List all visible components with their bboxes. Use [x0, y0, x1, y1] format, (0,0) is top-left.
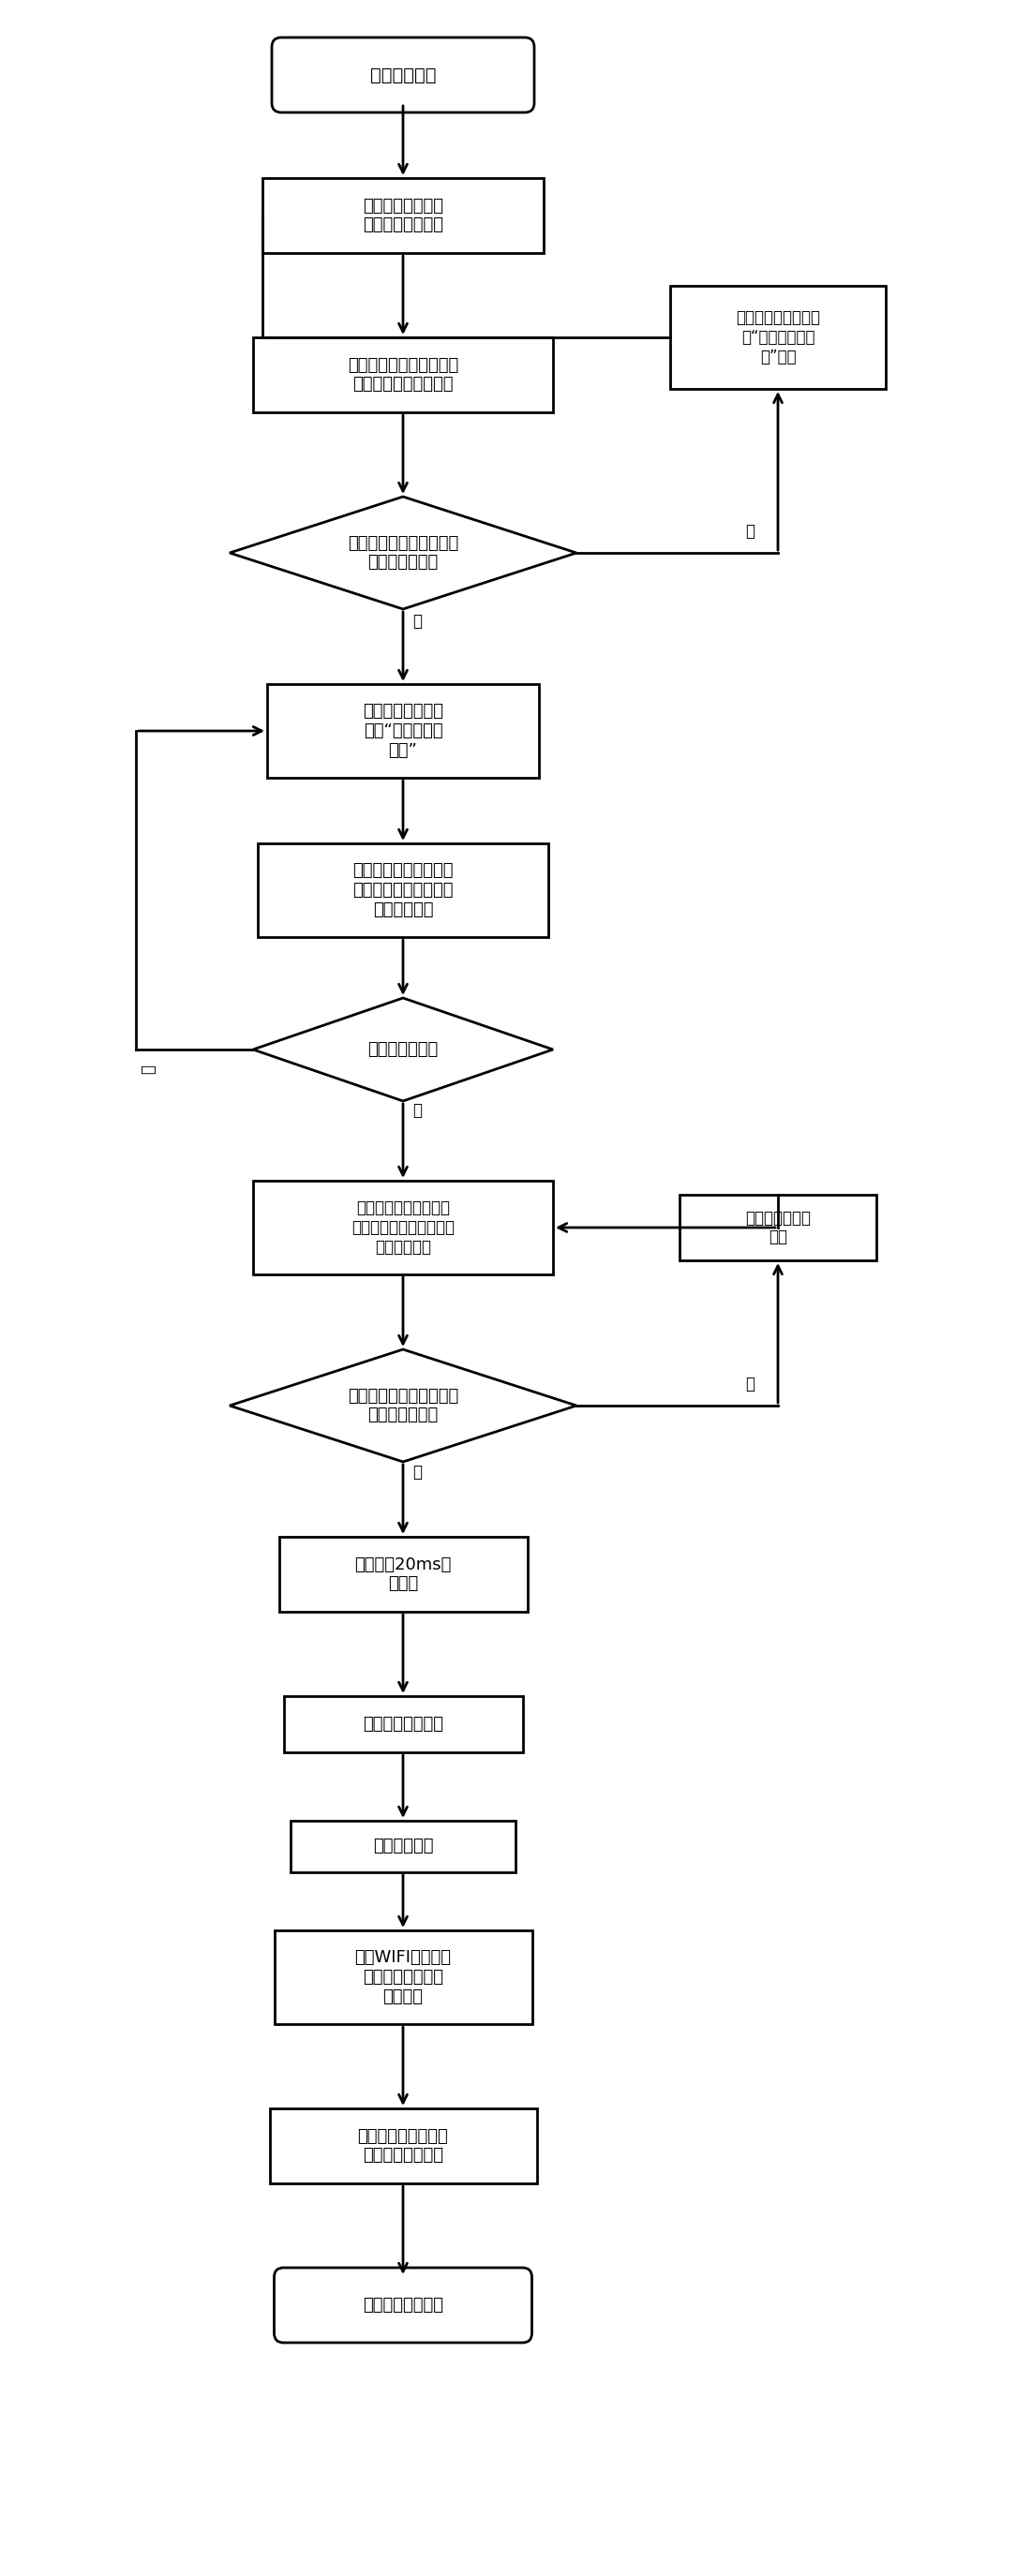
- Text: 局部放电定位完成: 局部放电定位完成: [363, 2298, 443, 2313]
- Text: 向地面便携计算机发
送“未发现局部放
电”信息: 向地面便携计算机发 送“未发现局部放 电”信息: [736, 309, 820, 366]
- Bar: [258, 842, 549, 938]
- Text: 进行多次20ms数
据采样: 进行多次20ms数 据采样: [355, 1556, 451, 1592]
- Text: 否: 否: [139, 1064, 156, 1074]
- Text: 保持无人机处于悬停状
态，超声传感器和电线传
感器正对线路: 保持无人机处于悬停状 态，超声传感器和电线传 感器正对线路: [352, 1200, 454, 1255]
- Bar: [253, 337, 553, 412]
- Bar: [283, 1695, 522, 1752]
- Text: 无人机是否悬停: 无人机是否悬停: [368, 1041, 438, 1059]
- Bar: [671, 286, 886, 389]
- Text: 判断任意传感器检测値是
否超过设定阈値: 判断任意传感器检测値是 否超过设定阈値: [347, 536, 458, 572]
- Text: 工作人员视情况利用地
面便携计算机向无人机
发出悬停指令: 工作人员视情况利用地 面便携计算机向无人机 发出悬停指令: [353, 863, 453, 917]
- Text: 否: 否: [745, 523, 755, 541]
- Bar: [278, 1538, 527, 1613]
- FancyBboxPatch shape: [274, 2267, 532, 2342]
- Text: 改变超声传感器
朝向: 改变超声传感器 朝向: [745, 1208, 811, 1247]
- Polygon shape: [230, 497, 576, 608]
- Bar: [253, 1180, 553, 1275]
- Bar: [274, 1929, 532, 2025]
- Bar: [269, 2107, 536, 2184]
- Polygon shape: [253, 997, 553, 1100]
- FancyBboxPatch shape: [272, 39, 534, 113]
- Text: 是: 是: [412, 613, 422, 629]
- Bar: [291, 1821, 515, 1873]
- Text: 判断传感器检测値是否同
时超过设定阈値: 判断传感器检测値是否同 时超过设定阈値: [347, 1388, 458, 1425]
- Text: 获取局部放电超声传感器
或天线传感器检测峰値: 获取局部放电超声传感器 或天线传感器检测峰値: [347, 355, 458, 394]
- Text: 通过WIFI将定位结
果发送到地面便携
式计算机: 通过WIFI将定位结 果发送到地面便携 式计算机: [355, 1950, 451, 2004]
- Text: 否: 否: [745, 1376, 755, 1394]
- Text: 向地面便携计算机
发送“无人机悬停
指令”: 向地面便携计算机 发送“无人机悬停 指令”: [363, 703, 443, 760]
- Text: 是: 是: [412, 1103, 422, 1118]
- Bar: [267, 685, 538, 778]
- Text: 地面便携式计算机定
位示意图进行显示: 地面便携式计算机定 位示意图进行显示: [358, 2128, 448, 2164]
- Text: 局部放电检测模块
处于自动检测模式: 局部放电检测模块 处于自动检测模式: [363, 198, 443, 234]
- Text: 获得定位结果: 获得定位结果: [373, 1837, 433, 1855]
- Bar: [680, 1195, 877, 1260]
- Bar: [262, 178, 544, 252]
- Text: 启动定位处理程序: 启动定位处理程序: [363, 1716, 443, 1734]
- Polygon shape: [230, 1350, 576, 1461]
- Text: 检测系统启动: 检测系统启动: [370, 67, 436, 85]
- Text: 是: 是: [412, 1463, 422, 1481]
